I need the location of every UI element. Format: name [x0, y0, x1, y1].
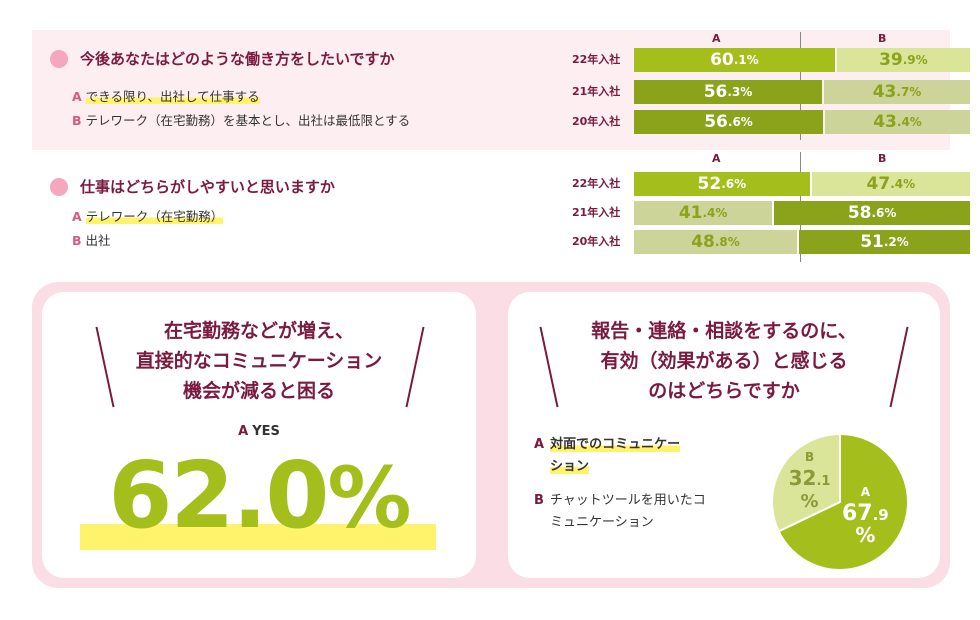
bar-track: 60.1% 39.9% [634, 48, 970, 72]
bar-segment-a: 56.3% [634, 80, 823, 104]
bar-row: 21年入社 56.3% 43.7% [572, 80, 970, 104]
bullet-dot-icon [50, 177, 68, 196]
pie-option-a: A 対面でのコミュニケー ション [534, 437, 681, 474]
bar-row: 22年入社 60.1% 39.9% [572, 48, 970, 72]
pie-slice-value-dec: .9 [873, 506, 889, 524]
bar-segment-a: 60.1% [634, 48, 835, 72]
bar-row: 21年入社 41.4% 58.6% [572, 201, 970, 225]
pie-option-b: B チャットツールを用いたコ ミュニケーション [534, 493, 706, 530]
survey2-question: 仕事はどちらがしやすいと思いますか [50, 176, 335, 197]
bar-value-decimal: .8% [714, 235, 740, 249]
bar-value-label: 52 [697, 174, 722, 194]
pie-slice-letter: A [861, 485, 871, 499]
bar-row: 20年入社 48.8% 51.2% [572, 230, 970, 254]
survey2-panel: 仕事はどちらがしやすいと思いますか A テレワーク（在宅勤務） B 出社 A B 2… [32, 150, 970, 265]
bottom-frame: 在宅勤務などが増え、 直接的なコミュニケーション 機会が減ると困る A YES 6… [32, 282, 950, 588]
bar-segment-b: 47.4% [811, 172, 970, 196]
pie-slice-b [771, 432, 841, 533]
bar-value-decimal: .6% [721, 177, 747, 191]
column-head-b: B [878, 32, 887, 45]
bar-value-label: 43 [872, 82, 897, 102]
bar-value-decimal: .4% [890, 177, 916, 191]
bar-value-label: 39 [879, 50, 903, 70]
row-label: 22年入社 [572, 53, 621, 66]
bar-value-label: 48 [691, 232, 715, 252]
bar-value-decimal: .1% [733, 53, 759, 67]
column-head-a: A [712, 32, 721, 45]
pie-slice-pct: % [801, 491, 819, 512]
bar-segment-a: 56.6% [634, 110, 824, 134]
pie-slice-value-int: 67 [842, 501, 873, 526]
bar-value-decimal: .6% [727, 115, 753, 129]
row-label: 20年入社 [572, 235, 621, 248]
pie-slice-pct: % [855, 523, 875, 547]
bar-value-label: 43 [873, 112, 897, 132]
bar-segment-b: 51.2% [798, 230, 970, 254]
bar-value-label: 47 [866, 174, 891, 194]
pie-slice-value-int: 32 [789, 466, 817, 490]
survey1-option-b: B テレワーク（在宅勤務）を基本とし、出社は最低限とする [72, 113, 411, 128]
bar-value-decimal: .9% [902, 53, 928, 67]
big-percentage: 62.0% [108, 442, 411, 549]
bar-track: 56.3% 43.7% [634, 80, 970, 104]
bar-row: 22年入社 52.6% 47.4% [572, 172, 970, 196]
survey1-bar-chart: A B 22年入社 60.1% 39.9% 21年入社 56.3% 43.7% 20年入… [572, 30, 970, 150]
survey1-question: 今後あなたはどのような働き方をしたいですか [50, 48, 395, 69]
bar-segment-b: 43.4% [825, 110, 970, 134]
highlight-band [80, 524, 436, 550]
bar-value-label: 58 [847, 203, 872, 223]
bar-segment-b: 43.7% [824, 80, 970, 104]
row-label: 21年入社 [572, 85, 621, 98]
bar-segment-b: 39.9% [836, 48, 970, 72]
bar-segment-a: 41.4% [634, 201, 773, 225]
bar-value-label: 51 [860, 232, 884, 252]
bar-value-decimal: .2% [883, 235, 909, 249]
card-left-title: 在宅勤務などが増え、 直接的なコミュニケーション 機会が減ると困る [135, 320, 383, 402]
column-head-a: A [712, 152, 721, 165]
row-label: 21年入社 [572, 206, 621, 219]
bar-value-label: 41 [678, 203, 703, 223]
answer-label: A YES [238, 424, 280, 439]
bar-track: 56.6% 43.4% [634, 110, 970, 134]
bar-track: 48.8% 51.2% [634, 230, 970, 254]
bar-row: 20年入社 56.6% 43.4% [572, 110, 970, 134]
survey2-option-b: B 出社 [72, 233, 111, 248]
card-right-title: 報告・連絡・相談をするのに、 有効（効果がある）と感じる のはどちらですか [591, 320, 857, 402]
card-left: 在宅勤務などが増え、 直接的なコミュニケーション 機会が減ると困る A YES 6… [42, 292, 476, 578]
bar-value-decimal: .6% [871, 206, 897, 220]
bar-value-decimal: .4% [702, 206, 728, 220]
survey2-option-a: A テレワーク（在宅勤務） [72, 209, 224, 224]
bar-value-label: 56 [703, 82, 728, 102]
bar-track: 41.4% 58.6% [634, 201, 970, 225]
pie-chart: A 67.9% B 32.1% [771, 432, 909, 571]
survey1-option-a: A できる限り、出社して仕事する [72, 89, 260, 104]
bar-segment-b: 58.6% [774, 201, 970, 225]
bar-segment-a: 52.6% [634, 172, 810, 196]
bar-value-decimal: .7% [896, 85, 922, 99]
row-label: 22年入社 [572, 177, 621, 190]
pie-slice-value-dec: .1 [816, 474, 830, 489]
bar-value-decimal: .4% [896, 115, 922, 129]
pie-slice-letter: B [805, 450, 814, 464]
bar-track: 52.6% 47.4% [634, 172, 970, 196]
bullet-dot-icon [50, 49, 68, 68]
bar-segment-a: 48.8% [634, 230, 797, 254]
bar-value-label: 60 [710, 50, 734, 70]
column-head-b: B [878, 152, 887, 165]
row-label: 20年入社 [572, 115, 621, 128]
bar-value-decimal: .3% [727, 85, 753, 99]
pie-slice-value: 67.9 [842, 501, 889, 526]
pie-slice-value: 32.1 [789, 466, 831, 490]
bar-value-label: 56 [704, 112, 728, 132]
survey2-bar-chart: A B 22年入社 52.6% 47.4% 21年入社 41.4% 58.6% 20年入… [572, 150, 970, 265]
pie-slice-a [777, 432, 909, 571]
